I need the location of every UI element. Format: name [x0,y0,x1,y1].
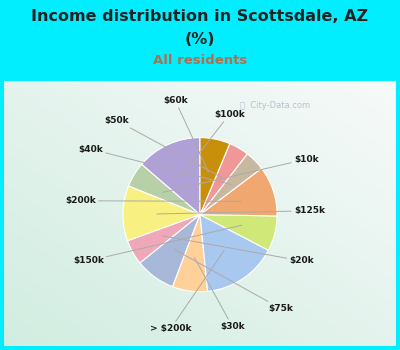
Text: $100k: $100k [182,110,245,175]
Wedge shape [200,215,268,291]
Text: $125k: $125k [157,206,325,215]
Wedge shape [172,215,208,292]
Text: $10k: $10k [163,155,319,192]
Wedge shape [142,138,200,215]
Text: (%): (%) [185,32,215,47]
Text: > $200k: > $200k [150,250,224,333]
Wedge shape [128,215,200,263]
Text: $30k: $30k [194,258,245,331]
Text: $20k: $20k [162,236,314,265]
Text: $60k: $60k [163,96,208,172]
Wedge shape [128,164,200,215]
Wedge shape [200,154,262,215]
Wedge shape [200,215,277,250]
Wedge shape [140,215,200,287]
Text: $75k: $75k [175,250,293,313]
Wedge shape [200,168,277,216]
Text: $40k: $40k [78,145,231,184]
Text: ⓘ  City-Data.com: ⓘ City-Data.com [240,101,310,110]
Text: $50k: $50k [104,116,222,177]
Text: $200k: $200k [65,196,241,205]
Text: Income distribution in Scottsdale, AZ: Income distribution in Scottsdale, AZ [32,9,368,24]
Text: $150k: $150k [73,225,242,265]
Wedge shape [200,144,247,215]
Wedge shape [123,186,200,241]
Text: All residents: All residents [153,54,247,67]
Wedge shape [200,138,230,215]
